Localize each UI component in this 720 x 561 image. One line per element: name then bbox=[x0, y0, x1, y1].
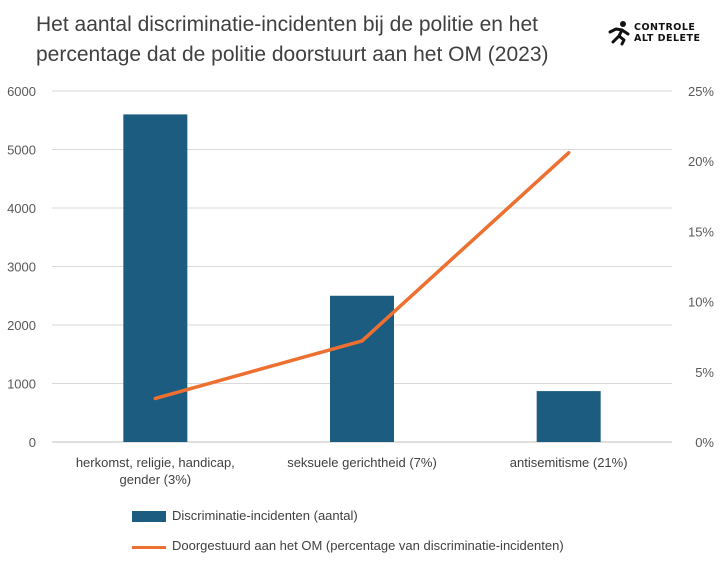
left-tick-label: 0 bbox=[29, 435, 36, 450]
running-figure-icon bbox=[608, 21, 630, 46]
category-label: antisemitisme (21%) bbox=[510, 455, 628, 470]
controle-alt-delete-logo: CONTROLE ALT DELETE bbox=[608, 20, 714, 50]
line-series bbox=[153, 151, 571, 401]
right-tick-label: 10% bbox=[688, 295, 714, 310]
right-tick-label: 20% bbox=[688, 154, 714, 169]
logo-text: CONTROLE ALT DELETE bbox=[634, 22, 701, 44]
left-tick-label: 2000 bbox=[7, 318, 36, 333]
logo-line-2: ALT DELETE bbox=[634, 33, 701, 44]
left-axis-ticks: 0 1000 2000 3000 4000 5000 6000 bbox=[7, 84, 36, 450]
legend-label-line: Doorgestuurd aan het OM (percentage van … bbox=[172, 538, 564, 553]
right-tick-label: 5% bbox=[695, 365, 714, 380]
bar bbox=[123, 114, 188, 443]
category-labels: herkomst, religie, handicap, gender (3%) s… bbox=[76, 455, 628, 487]
category-label: herkomst, religie, handicap, gender (3%) bbox=[76, 455, 235, 487]
category-label: seksuele gerichtheid (7%) bbox=[287, 455, 437, 470]
right-tick-label: 15% bbox=[688, 224, 714, 239]
left-tick-label: 1000 bbox=[7, 377, 36, 392]
bar bbox=[330, 295, 394, 442]
right-tick-label: 25% bbox=[688, 84, 714, 99]
legend-label-bars: Discriminatie-incidenten (aantal) bbox=[172, 508, 358, 523]
legend-swatch-line bbox=[132, 546, 166, 549]
legend-swatch-bars bbox=[132, 511, 166, 522]
right-axis-ticks: 0% 5% 10% 15% 20% 25% bbox=[688, 84, 714, 450]
left-tick-label: 4000 bbox=[7, 201, 36, 216]
left-tick-label: 5000 bbox=[7, 143, 36, 158]
left-tick-label: 6000 bbox=[7, 84, 36, 99]
bar bbox=[536, 391, 601, 442]
chart-title: Het aantal discriminatie-incidenten bij … bbox=[36, 13, 549, 66]
right-tick-label: 0% bbox=[695, 435, 714, 450]
left-tick-label: 3000 bbox=[7, 260, 36, 275]
bar-series bbox=[123, 114, 601, 443]
logo-line-1: CONTROLE bbox=[634, 22, 696, 33]
